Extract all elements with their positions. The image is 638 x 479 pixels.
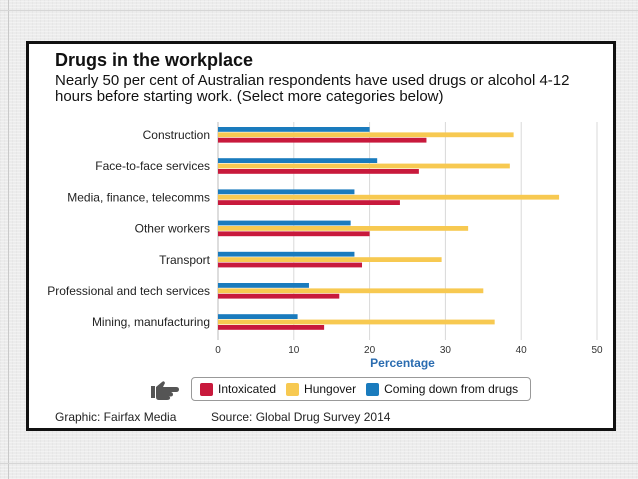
legend-item-coming-down[interactable]: Coming down from drugs — [366, 382, 518, 396]
x-tick-label-20: 20 — [364, 345, 376, 356]
legend-box: Intoxicated Hungover Coming down from dr… — [191, 377, 532, 401]
bar-coming_down — [218, 314, 298, 319]
legend: Intoxicated Hungover Coming down from dr… — [149, 375, 532, 403]
category-label: Other workers — [135, 222, 210, 236]
legend-label-coming-down: Coming down from drugs — [384, 382, 519, 396]
bar-intoxicated — [218, 169, 419, 174]
bar-coming_down — [218, 251, 355, 257]
bar-hungover — [218, 163, 510, 169]
pointing-hand-icon — [151, 381, 179, 400]
slide-top-line — [0, 10, 638, 11]
bar-hungover — [218, 257, 442, 262]
category-label: Transport — [159, 253, 211, 267]
bar-coming_down — [218, 220, 351, 226]
footer-graphic-credit: Graphic: Fairfax Media — [55, 410, 177, 424]
legend-item-intoxicated[interactable]: Intoxicated — [200, 382, 276, 396]
bar-coming_down — [218, 127, 370, 132]
legend-swatch-hungover — [286, 382, 300, 396]
category-label: Media, finance, telecomms — [67, 190, 210, 204]
category-label: Mining, manufacturing — [92, 315, 210, 329]
category-label: Professional and tech services — [47, 284, 210, 298]
bar-hungover — [218, 194, 560, 200]
x-tick-label-30: 30 — [440, 345, 452, 356]
x-tick-label-0: 0 — [215, 345, 221, 356]
slide-edge-line — [8, 0, 9, 479]
legend-swatch-intoxicated — [200, 382, 213, 396]
x-tick-label-50: 50 — [591, 345, 603, 356]
chart-slide: Drugs in the workplace Nearly 50 per cen… — [26, 41, 616, 431]
chart-subtitle: Nearly 50 per cent of Australian respond… — [55, 72, 570, 105]
bar-intoxicated — [218, 293, 340, 299]
legend-item-hungover[interactable]: Hungover — [286, 382, 356, 396]
bar-intoxicated — [218, 200, 400, 205]
x-tick-label-10: 10 — [288, 345, 300, 356]
legend-label-hungover: Hungover — [304, 382, 357, 396]
bar-coming_down — [218, 189, 355, 195]
x-axis-title: Percentage — [370, 356, 435, 370]
category-label: Construction — [143, 128, 210, 142]
bar-hungover — [218, 132, 514, 138]
bar-chart: 0 10 20 30 40 50 Percentage Construction Face-to… — [47, 122, 603, 370]
bar-hungover — [218, 288, 484, 294]
bar-intoxicated — [218, 325, 325, 330]
bar-coming_down — [218, 158, 378, 163]
bar-intoxicated — [218, 231, 370, 237]
category-label: Face-to-face services — [95, 159, 210, 173]
bar-hungover — [218, 226, 469, 231]
bar-hungover — [218, 319, 495, 325]
chart-title: Drugs in the workplace — [55, 50, 254, 70]
legend-swatch-coming-down — [366, 382, 380, 396]
bar-intoxicated — [218, 262, 363, 268]
slide-bottom-line — [0, 463, 638, 464]
footer-source: Source: Global Drug Survey 2014 — [211, 410, 391, 424]
legend-label-intoxicated: Intoxicated — [218, 382, 277, 396]
bar-coming_down — [218, 283, 309, 288]
bar-intoxicated — [218, 137, 427, 143]
x-tick-label-40: 40 — [516, 345, 528, 356]
